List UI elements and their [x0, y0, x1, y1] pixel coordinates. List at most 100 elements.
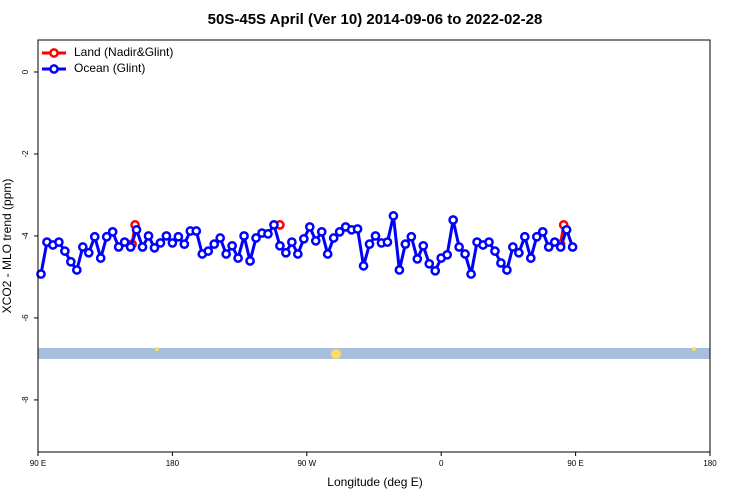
y-tick-label: -8: [21, 396, 30, 404]
x-tick-label: 90 W: [297, 459, 316, 468]
data-point: [418, 240, 429, 251]
land-marker: [331, 349, 341, 359]
y-tick-label: -6: [21, 314, 30, 322]
data-point: [316, 227, 327, 237]
legend-marker: [49, 48, 59, 58]
y-axis-label: XCO2 - MLO trend (ppm): [0, 179, 14, 314]
data-point: [519, 231, 530, 242]
data-point: [531, 231, 542, 242]
x-tick-label: 0: [439, 459, 444, 468]
data-point: [549, 237, 560, 247]
data-point: [543, 242, 554, 252]
data-point: [358, 261, 369, 271]
data-point: [460, 249, 470, 259]
data-point: [269, 220, 279, 230]
data-point: [567, 242, 578, 252]
data-point: [113, 242, 124, 252]
data-point: [167, 238, 178, 248]
data-point: [454, 242, 464, 252]
data-point: [287, 237, 297, 247]
data-point: [304, 222, 315, 232]
y-tick-label: -4: [21, 232, 30, 240]
data-point: [352, 224, 363, 234]
data-point: [298, 233, 309, 244]
data-point: [275, 240, 285, 251]
plot-frame: [37, 39, 711, 453]
legend-label: Ocean (Glint): [74, 61, 145, 75]
data-point: [245, 256, 255, 266]
legend-marker: [49, 64, 59, 74]
data-point: [561, 224, 572, 235]
x-tick-label: 90 E: [567, 459, 583, 468]
data-point: [388, 211, 399, 221]
surface-strip: [38, 348, 710, 359]
data-point: [281, 247, 291, 258]
data-point: [173, 231, 184, 242]
data-point: [77, 242, 88, 252]
data-point: [322, 249, 333, 259]
data-point: [54, 237, 64, 247]
land-marker: [155, 347, 159, 351]
data-point: [525, 253, 536, 263]
data-point: [442, 249, 453, 260]
x-axis-label: Longitude (deg E): [327, 475, 422, 489]
x-tick-label: 90 E: [30, 459, 46, 468]
data-point: [292, 249, 303, 259]
data-point: [310, 236, 321, 246]
data-point: [191, 226, 202, 236]
data-point: [508, 242, 518, 252]
data-point: [137, 242, 148, 252]
data-point: [334, 227, 345, 237]
data-point: [430, 265, 441, 276]
data-point: [60, 246, 70, 256]
data-point: [484, 237, 494, 247]
data-point: [328, 233, 339, 243]
data-point: [502, 265, 512, 275]
data-point: [370, 231, 381, 241]
data-point: [101, 231, 112, 242]
land-marker: [692, 347, 696, 351]
data-point: [155, 238, 166, 248]
data-point: [66, 256, 76, 267]
data-point: [209, 239, 220, 250]
data-point: [263, 229, 273, 239]
data-point: [364, 239, 375, 250]
data-point: [239, 231, 249, 241]
data-point: [215, 233, 226, 243]
data-point: [406, 231, 417, 242]
data-point: [36, 269, 46, 279]
data-point: [382, 237, 393, 247]
data-point: [496, 258, 506, 268]
data-point: [227, 240, 237, 251]
data-point: [143, 231, 154, 241]
data-point: [466, 269, 476, 279]
data-point: [394, 265, 405, 275]
data-point: [107, 227, 118, 237]
data-point: [83, 247, 94, 258]
data-point: [125, 242, 136, 252]
chart-title: 50S-45S April (Ver 10) 2014-09-06 to 202…: [208, 11, 543, 28]
y-tick-label: -2: [21, 150, 30, 158]
data-point: [251, 233, 261, 243]
data-point: [490, 246, 500, 256]
data-point: [537, 227, 548, 237]
data-point: [161, 231, 172, 241]
data-point: [412, 254, 423, 264]
data-point: [233, 253, 243, 263]
data-point: [95, 253, 106, 263]
data-point: [400, 239, 411, 250]
data-point: [131, 224, 142, 235]
data-point: [514, 247, 524, 258]
data-point: [203, 246, 214, 256]
data-point: [221, 249, 232, 259]
data-point: [119, 237, 130, 247]
x-tick-label: 180: [166, 459, 180, 468]
data-point: [89, 231, 100, 242]
x-tick-label: 180: [703, 459, 717, 468]
data-point: [555, 242, 566, 252]
data-point: [448, 215, 458, 225]
y-tick-label: 0: [21, 69, 30, 74]
data-point: [179, 239, 190, 250]
data-point: [149, 242, 160, 253]
